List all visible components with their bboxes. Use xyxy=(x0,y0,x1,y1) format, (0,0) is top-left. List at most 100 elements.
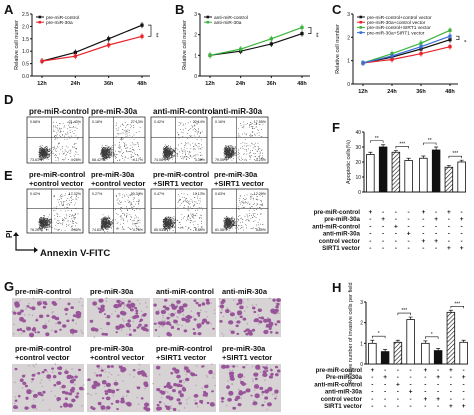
bar xyxy=(393,341,403,365)
x-tick-label: 48h xyxy=(297,81,307,87)
row-mark: + xyxy=(460,245,464,252)
sig-bracket xyxy=(308,27,312,34)
row-mark: - xyxy=(395,216,397,223)
axis-arrows xyxy=(15,236,34,251)
row-mark: - xyxy=(371,396,373,403)
row-mark: + xyxy=(447,245,451,252)
axis-label-annexin: Annexin V-FITC xyxy=(40,248,110,259)
quad-value-ll: 73.61% xyxy=(30,158,43,162)
row-mark: + xyxy=(407,231,411,238)
error-bar xyxy=(370,339,375,344)
quad-value-ur: 17.55% xyxy=(254,120,267,124)
sig-bracket xyxy=(425,336,439,339)
bar xyxy=(421,342,430,365)
row-mark: - xyxy=(395,238,397,245)
quad-value-lr: 3.24% xyxy=(256,158,267,162)
sig-label: *** xyxy=(452,151,458,157)
row-mark: - xyxy=(395,231,397,238)
sig-label: ** xyxy=(312,33,318,38)
series-line xyxy=(362,46,451,64)
row-mark: - xyxy=(450,381,452,388)
condition-label: pre-miR-control xyxy=(29,107,89,116)
row-mark: - xyxy=(410,367,412,374)
condition-label: anti-miR-30a xyxy=(222,287,268,296)
quad-value-ur: 22.14% xyxy=(193,120,206,124)
bar xyxy=(446,311,456,365)
flow-plot: 0.47% 10.17% 85.53% 3.83% xyxy=(150,188,208,234)
condition-label: anti-miR-control xyxy=(153,107,215,116)
row-mark: - xyxy=(461,209,463,216)
row-mark: - xyxy=(435,223,437,230)
row-label: anti-miR-control xyxy=(312,223,360,230)
row-label: control vector xyxy=(321,396,363,403)
y-axis-label: Relative cell number xyxy=(14,20,20,70)
row-mark: - xyxy=(369,231,371,238)
row-mark: - xyxy=(463,396,465,403)
sig-bracket xyxy=(372,335,386,339)
row-mark: - xyxy=(408,209,410,216)
error-bar xyxy=(459,159,464,162)
error-bar xyxy=(423,340,428,344)
condition-label: pre-miR-control xyxy=(156,344,212,353)
condition-label: pre-miR-30a xyxy=(90,287,134,296)
row-mark: - xyxy=(422,245,424,252)
row-mark: - xyxy=(397,396,399,403)
x-tick-label: 36h xyxy=(267,81,277,87)
bar xyxy=(380,351,390,365)
flow-plot: 0.68% 21.43% 73.61% 4.28% xyxy=(26,116,84,164)
x-tick-label: 48h xyxy=(445,89,455,95)
row-label: pre-miR-control xyxy=(314,209,361,216)
arrow-head xyxy=(13,232,19,236)
row-mark: + xyxy=(423,367,427,374)
data-point xyxy=(269,37,273,41)
row-mark: - xyxy=(369,223,371,230)
quad-value-ul: 0.27% xyxy=(92,192,103,196)
row-mark: + xyxy=(449,367,453,374)
data-point xyxy=(419,45,423,49)
row-mark: - xyxy=(461,231,463,238)
row-mark: - xyxy=(448,216,450,223)
flow-frame xyxy=(26,188,84,234)
condition-label: anti-miR-30a xyxy=(214,107,263,116)
row-mark: - xyxy=(435,209,437,216)
row-mark: - xyxy=(369,238,371,245)
row-mark: - xyxy=(422,223,424,230)
row-label: SIRT1 vector xyxy=(322,245,360,252)
row-mark: - xyxy=(395,245,397,252)
quad-value-ll: 74.63% xyxy=(92,228,105,232)
quad-value-ul: 0.42% xyxy=(154,120,165,124)
flow-frame xyxy=(150,116,208,164)
row-mark: - xyxy=(408,223,410,230)
row-mark: - xyxy=(461,223,463,230)
panel-letter: F xyxy=(332,120,340,135)
x-tick-label: 48h xyxy=(137,81,147,87)
x-tick-label: 12h xyxy=(37,81,47,87)
row-mark: + xyxy=(423,396,427,403)
series-line xyxy=(209,26,303,56)
bar xyxy=(366,154,375,193)
row-mark: - xyxy=(384,403,386,410)
error-bar xyxy=(368,151,373,155)
legend-marker xyxy=(359,20,363,24)
data-point xyxy=(390,54,394,58)
row-mark: - xyxy=(371,403,373,410)
row-mark: + xyxy=(436,374,440,381)
flow-frame xyxy=(211,116,269,164)
bar xyxy=(368,342,377,365)
row-mark: + xyxy=(409,389,413,396)
error-bar xyxy=(448,309,453,313)
line-chart: 0 1 2 3 12h 24h 36h 48h Relative cell number anti… xyxy=(182,12,318,87)
quad-value-ul: 0.68% xyxy=(30,120,41,124)
row-mark: - xyxy=(410,403,412,410)
flow-events xyxy=(223,121,264,162)
condition-label: +SIRT1 vector xyxy=(222,353,272,362)
legend-marker xyxy=(38,20,42,24)
stained-cells xyxy=(155,365,215,412)
data-point xyxy=(300,32,304,36)
row-mark: + xyxy=(460,216,464,223)
row-label: Pre-miR-30a xyxy=(326,374,363,381)
line-chart: 0.0 0.5 1.0 1.5 2.0 2.5 12h 24h 36h 48h Relative c… xyxy=(14,12,158,87)
y-tick-label: 40 xyxy=(355,130,361,136)
y-axis-label: Relative number of invasive cells per fi… xyxy=(348,282,354,383)
